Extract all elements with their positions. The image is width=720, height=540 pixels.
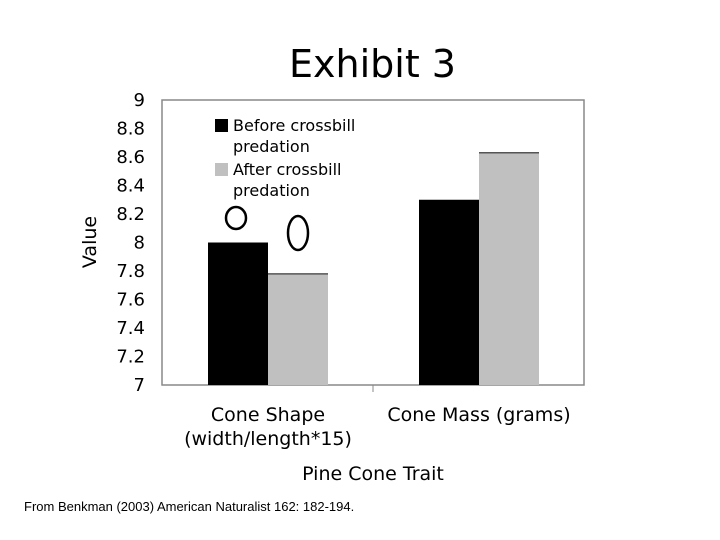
legend-label: predation	[233, 181, 310, 200]
y-tick-label: 7	[134, 375, 145, 396]
source-note: From Benkman (2003) American Naturalist …	[24, 499, 355, 514]
y-tick-label: 8	[134, 233, 145, 254]
x-axis-title: Pine Cone Trait	[302, 463, 444, 485]
legend: Before crossbill predation After crossbill…	[215, 116, 355, 200]
bar-before-1	[419, 199, 479, 385]
bar-after-1	[479, 152, 539, 385]
category-label: Cone Shape	[211, 404, 325, 426]
category-label: Cone Mass (grams)	[387, 404, 570, 426]
bars-group	[208, 151, 539, 385]
y-tick-label: 9	[134, 90, 145, 111]
y-tick-label: 7.4	[116, 318, 145, 339]
y-tick-label: 7.2	[116, 347, 145, 368]
y-tick-label: 8.4	[116, 176, 145, 197]
y-tick-label: 7.6	[116, 290, 145, 311]
legend-label: predation	[233, 137, 310, 156]
y-tick-label: 8.8	[116, 119, 145, 140]
y-axis-title: Value	[79, 216, 101, 268]
y-tick-label: 7.8	[116, 261, 145, 282]
annotation-oval	[286, 214, 310, 252]
slide-title: Exhibit 3	[289, 42, 456, 86]
y-axis-ticks: 9 8.8 8.6 8.4 8.2 8 7.8 7.6 7.4 7.2 7	[116, 90, 145, 396]
bar-before-0	[208, 242, 268, 385]
legend-swatch-after	[215, 163, 228, 176]
x-axis-categories: Cone Shape(width/length*15) Cone Mass (gr…	[184, 404, 571, 450]
legend-label: Before crossbill	[233, 116, 355, 135]
legend-label: After crossbill	[233, 160, 341, 179]
bar-after-0	[268, 273, 328, 385]
category-label: (width/length*15)	[184, 428, 352, 450]
y-tick-label: 8.2	[116, 204, 145, 225]
legend-swatch-before	[215, 119, 228, 132]
annotation-circle	[224, 205, 248, 231]
y-tick-label: 8.6	[116, 147, 145, 168]
